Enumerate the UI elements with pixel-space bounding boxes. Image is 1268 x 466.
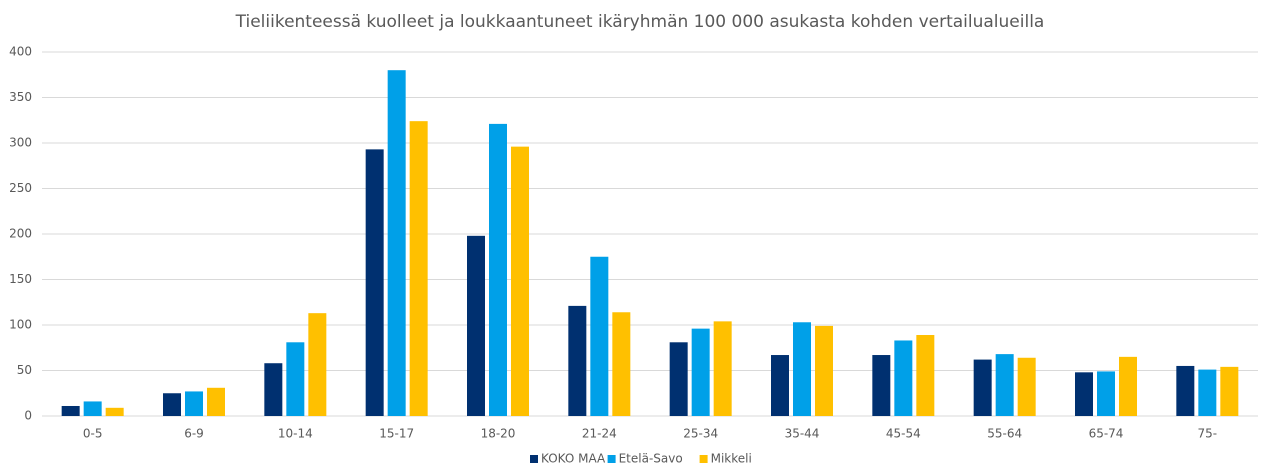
bar: [1220, 366, 1239, 416]
x-tick-label: 25-34: [683, 427, 718, 441]
legend-label: KOKO MAA: [541, 452, 606, 466]
y-tick-label: 200: [9, 227, 32, 241]
bar: [365, 149, 384, 416]
x-tick-label: 65-74: [1089, 427, 1124, 441]
bar: [207, 387, 225, 416]
x-tick-label: 21-24: [582, 427, 617, 441]
chart-title: Tieliikenteessä kuolleet ja loukkaantune…: [235, 12, 1045, 32]
bar: [872, 355, 891, 416]
bar: [973, 359, 992, 416]
y-tick-label: 250: [9, 181, 32, 195]
bar: [286, 342, 305, 416]
bar: [308, 313, 327, 416]
bar: [185, 391, 203, 416]
bar: [590, 256, 609, 416]
bar: [1119, 356, 1137, 416]
x-tick-label: 0-5: [83, 427, 103, 441]
y-tick-label: 50: [17, 363, 32, 377]
legend-swatch: [699, 455, 708, 463]
x-tick-label: 18-20: [481, 427, 516, 441]
legend-swatch: [530, 455, 538, 463]
bar: [489, 123, 507, 416]
bar: [409, 121, 428, 416]
y-tick-label: 300: [9, 136, 32, 150]
bar: [387, 70, 406, 416]
bar: [1097, 371, 1115, 416]
x-tick-label: 75-: [1198, 427, 1218, 441]
bar: [1075, 372, 1093, 416]
y-tick-label: 400: [9, 45, 32, 59]
bar: [163, 393, 181, 416]
bar: [83, 401, 102, 416]
bar: [1198, 369, 1217, 416]
x-tick-label: 35-44: [785, 427, 820, 441]
bar: [894, 340, 913, 416]
bar: [916, 335, 935, 416]
y-tick-label: 350: [9, 90, 32, 104]
bar: [713, 321, 732, 416]
bar: [1017, 357, 1036, 416]
bar: [815, 325, 833, 416]
bar: [669, 342, 688, 416]
x-tick-label: 15-17: [379, 427, 414, 441]
y-tick-label: 0: [24, 409, 32, 423]
bar: [995, 354, 1014, 416]
bar: [771, 355, 789, 416]
bar: [612, 312, 631, 416]
bar: [1176, 365, 1195, 416]
y-tick-label: 100: [9, 318, 32, 332]
x-tick-label: 55-64: [987, 427, 1022, 441]
y-tick-label: 150: [9, 272, 32, 286]
bar: [467, 235, 485, 416]
bar: [511, 146, 529, 416]
legend-label: Mikkeli: [711, 452, 752, 466]
bar: [793, 322, 811, 416]
x-tick-label: 6-9: [184, 427, 204, 441]
x-tick-label: 45-54: [886, 427, 921, 441]
x-tick-label: 10-14: [278, 427, 313, 441]
bar: [568, 305, 587, 416]
legend-swatch: [607, 455, 616, 463]
bar: [264, 363, 283, 416]
bar: [61, 405, 80, 416]
bar: [691, 328, 710, 416]
bar: [105, 407, 124, 416]
legend-label: Etelä-Savo: [619, 452, 683, 466]
